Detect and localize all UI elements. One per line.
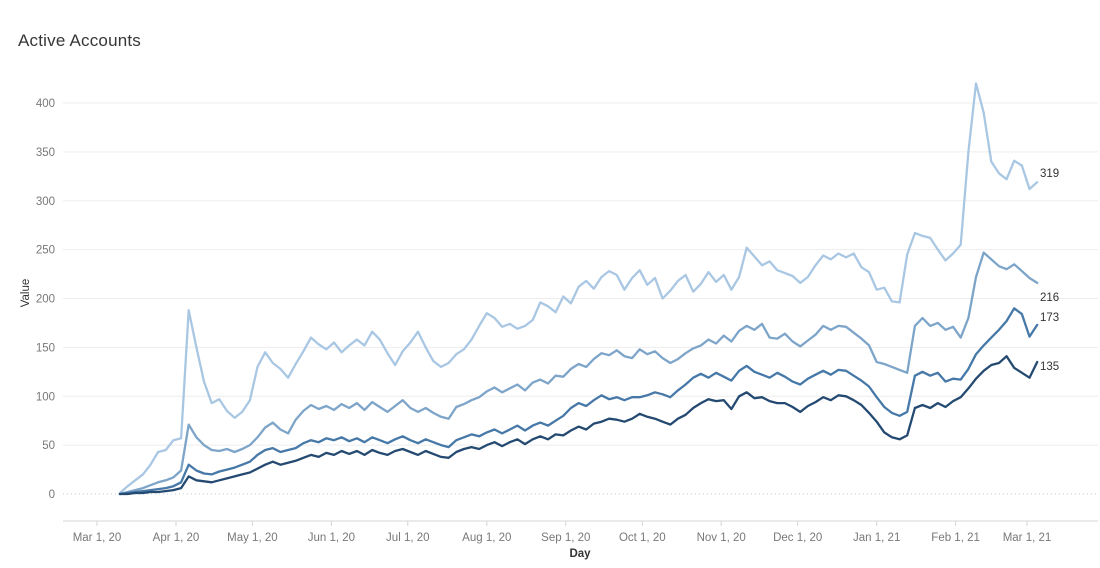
- x-tick-label: Feb 1, 21: [931, 532, 980, 544]
- x-tick-label: Oct 1, 20: [619, 532, 666, 544]
- x-tick-label: Aug 1, 20: [462, 532, 511, 544]
- x-tick-label: Nov 1, 20: [697, 532, 746, 544]
- y-tick-label-350: 350: [36, 147, 55, 159]
- accounts-series-1-line[interactable]: [118, 82, 1039, 495]
- accounts-series-2-line[interactable]: [118, 251, 1039, 496]
- x-tick-label: Jun 1, 20: [308, 532, 355, 544]
- x-axis-title: Day: [569, 548, 591, 560]
- accounts-series-2-end-label: 216: [1040, 292, 1059, 304]
- x-tick-label: Dec 1, 20: [773, 532, 822, 544]
- accounts-series-1-end-label: 319: [1040, 168, 1059, 180]
- y-tick-label-0: 0: [49, 489, 55, 501]
- accounts-series-3-end-label: 173: [1040, 312, 1059, 324]
- y-tick-label-100: 100: [36, 391, 55, 403]
- y-tick-label-400: 400: [36, 98, 55, 110]
- y-tick-label-200: 200: [36, 294, 55, 306]
- x-tick-label: Apr 1, 20: [153, 532, 200, 544]
- accounts-series-3-line[interactable]: [118, 307, 1039, 496]
- x-tick-label: Jan 1, 21: [853, 532, 900, 544]
- chart-title: Active Accounts: [18, 31, 141, 50]
- y-tick-label-50: 50: [42, 440, 55, 452]
- plot-area[interactable]: 0 50 100 150 200 250 300 350 400 Mar 1, 20 Apr 1, …: [36, 82, 1098, 544]
- x-tick-label: Mar 1, 21: [1003, 532, 1052, 544]
- x-tick-label: Jul 1, 20: [386, 532, 429, 544]
- y-axis-title: Value: [20, 279, 32, 308]
- y-tick-label-150: 150: [36, 342, 55, 354]
- x-tick-label: Sep 1, 20: [541, 532, 590, 544]
- accounts-series-4-line[interactable]: [118, 355, 1039, 496]
- x-tick-label: May 1, 20: [227, 532, 278, 544]
- x-tick-label: Mar 1, 20: [73, 532, 122, 544]
- accounts-series-4-end-label: 135: [1040, 361, 1059, 373]
- y-tick-label-250: 250: [36, 245, 55, 257]
- y-tick-label-300: 300: [36, 196, 55, 208]
